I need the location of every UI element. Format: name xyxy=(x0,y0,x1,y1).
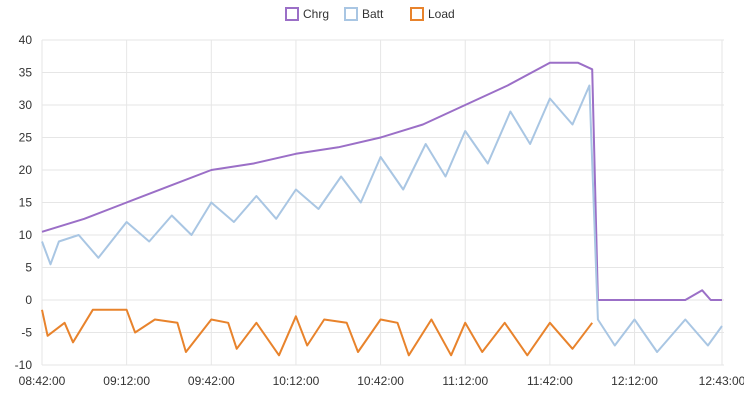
x-tick-label: 09:12:00 xyxy=(103,374,150,388)
x-tick-label: 09:42:00 xyxy=(188,374,235,388)
x-tick-label: 10:12:00 xyxy=(273,374,320,388)
x-tick-label: 08:42:00 xyxy=(19,374,66,388)
x-tick-label: 12:12:00 xyxy=(611,374,658,388)
legend-label-chrg: Chrg xyxy=(303,7,329,21)
y-tick-label: 25 xyxy=(19,131,33,145)
x-tick-label: 12:43:00 xyxy=(699,374,744,388)
legend-label-load: Load xyxy=(428,7,455,21)
legend-label-batt: Batt xyxy=(362,7,384,21)
series-line-chrg xyxy=(42,63,722,300)
x-tick-label: 10:42:00 xyxy=(357,374,404,388)
y-tick-label: 20 xyxy=(19,163,33,177)
y-tick-label: -5 xyxy=(21,326,32,340)
legend-swatch-chrg xyxy=(286,8,298,20)
y-tick-label: 0 xyxy=(25,293,32,307)
legend-swatch-batt xyxy=(345,8,357,20)
y-tick-label: 5 xyxy=(25,261,32,275)
series-line-batt xyxy=(42,86,722,353)
y-tick-label: -10 xyxy=(15,358,33,372)
y-tick-label: 10 xyxy=(19,228,33,242)
x-tick-label: 11:42:00 xyxy=(527,374,573,388)
y-tick-label: 35 xyxy=(19,66,33,80)
legend-swatch-load xyxy=(411,8,423,20)
x-tick-label: 11:12:00 xyxy=(442,374,488,388)
y-tick-label: 30 xyxy=(19,98,33,112)
y-tick-label: 40 xyxy=(19,33,33,47)
y-tick-label: 15 xyxy=(19,196,33,210)
